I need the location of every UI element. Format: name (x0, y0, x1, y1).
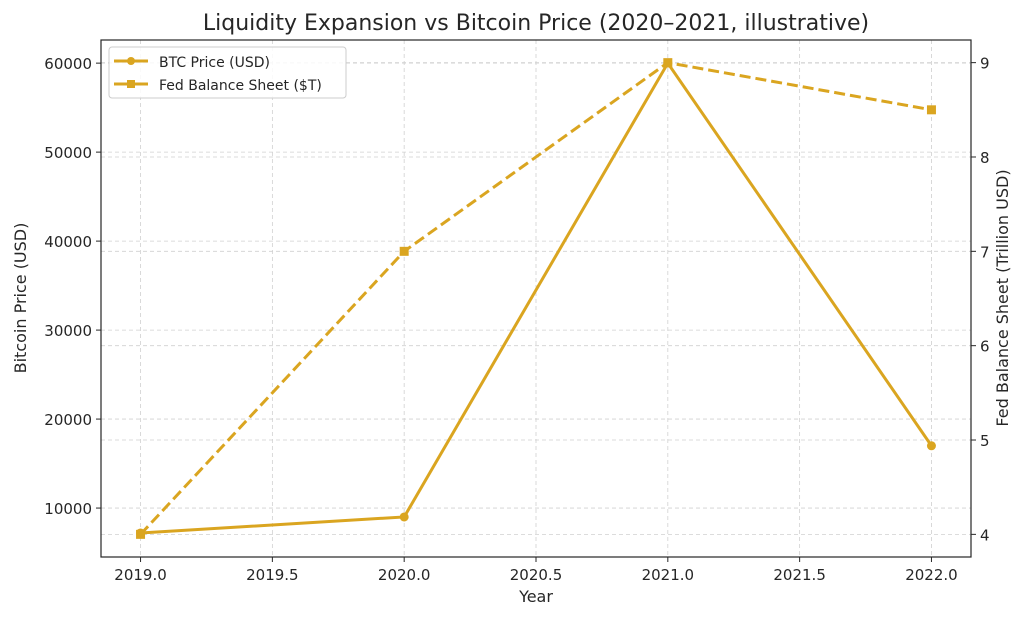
data-point-fed (136, 529, 146, 539)
chart-title: Liquidity Expansion vs Bitcoin Price (20… (203, 11, 869, 36)
y2-tick-label: 8 (980, 149, 990, 167)
y2-tick-label: 7 (980, 243, 990, 261)
y2-tick-label: 4 (980, 526, 990, 544)
y2-tick-label: 9 (980, 55, 990, 73)
x-axis-label: Year (518, 587, 553, 606)
legend-circle-icon (127, 57, 135, 65)
x-tick-label: 2020.5 (510, 566, 563, 584)
y2-tick-label: 5 (980, 432, 990, 450)
data-point-fed (399, 246, 409, 256)
x-tick-label: 2021.0 (642, 566, 695, 584)
y-tick-label: 30000 (44, 322, 92, 340)
legend: BTC Price (USD) Fed Balance Sheet ($T) (108, 46, 347, 99)
y2-axis-label: Fed Balance Sheet (Trillion USD) (993, 169, 1012, 426)
data-point-btc (926, 441, 936, 451)
legend-label-btc: BTC Price (USD) (159, 55, 270, 71)
series-line-1 (139, 61, 932, 536)
data-point-fed (926, 105, 936, 115)
y2-tick-label: 6 (980, 338, 990, 356)
series-line-0 (140, 60, 933, 535)
x-tick-label: 2021.5 (773, 566, 826, 584)
data-point-btc (399, 512, 409, 522)
y-tick-label: 50000 (44, 144, 92, 162)
y-tick-label: 60000 (44, 55, 92, 73)
y-tick-label: 10000 (44, 500, 92, 518)
data-point-fed (663, 58, 673, 68)
x-tick-label: 2019.0 (114, 566, 167, 584)
plot-frame (100, 39, 972, 558)
y-tick-label: 40000 (44, 233, 92, 251)
x-tick-label: 2020.0 (378, 566, 431, 584)
y-axis-label: Bitcoin Price (USD) (11, 223, 30, 374)
x-tick-label: 2022.0 (905, 566, 958, 584)
legend-square-icon (127, 80, 135, 88)
y-tick-label: 20000 (44, 411, 92, 429)
x-tick-label: 2019.5 (246, 566, 299, 584)
legend-label-fed: Fed Balance Sheet ($T) (159, 78, 322, 94)
